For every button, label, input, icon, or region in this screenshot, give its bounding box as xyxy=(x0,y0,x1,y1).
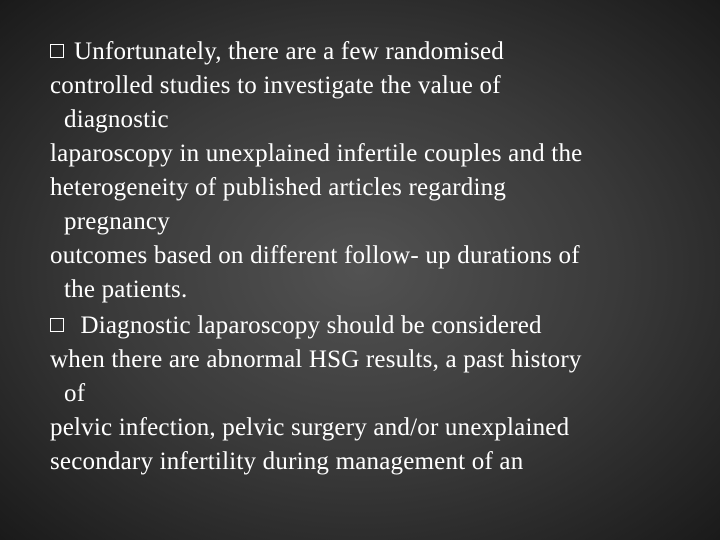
bullet-text: when there are abnormal HSG results, a p… xyxy=(50,346,582,373)
slide-content: Unfortunately, there are a few randomise… xyxy=(50,35,675,479)
bullet-text: Diagnostic laparoscopy should be conside… xyxy=(74,312,542,339)
bullet-item: Diagnostic laparoscopy should be conside… xyxy=(50,309,675,479)
bullet-text: controlled studies to investigate the va… xyxy=(50,72,501,99)
bullet-text: Unfortunately, there are a few randomise… xyxy=(74,38,504,65)
bullet-text: pelvic infection, pelvic surgery and/or … xyxy=(50,414,569,441)
square-bullet-icon xyxy=(50,318,64,332)
bullet-text: pregnancy xyxy=(64,208,170,235)
bullet-item: Unfortunately, there are a few randomise… xyxy=(50,35,675,307)
bullet-text: heterogeneity of published articles rega… xyxy=(50,174,506,201)
square-bullet-icon xyxy=(50,44,64,58)
bullet-text: outcomes based on different follow- up d… xyxy=(50,242,580,269)
bullet-text: the patients. xyxy=(64,276,187,303)
bullet-text: laparoscopy in unexplained infertile cou… xyxy=(50,140,582,167)
bullet-text: secondary infertility during management … xyxy=(50,448,523,475)
bullet-text: of xyxy=(64,380,85,407)
bullet-text: diagnostic xyxy=(64,106,169,133)
